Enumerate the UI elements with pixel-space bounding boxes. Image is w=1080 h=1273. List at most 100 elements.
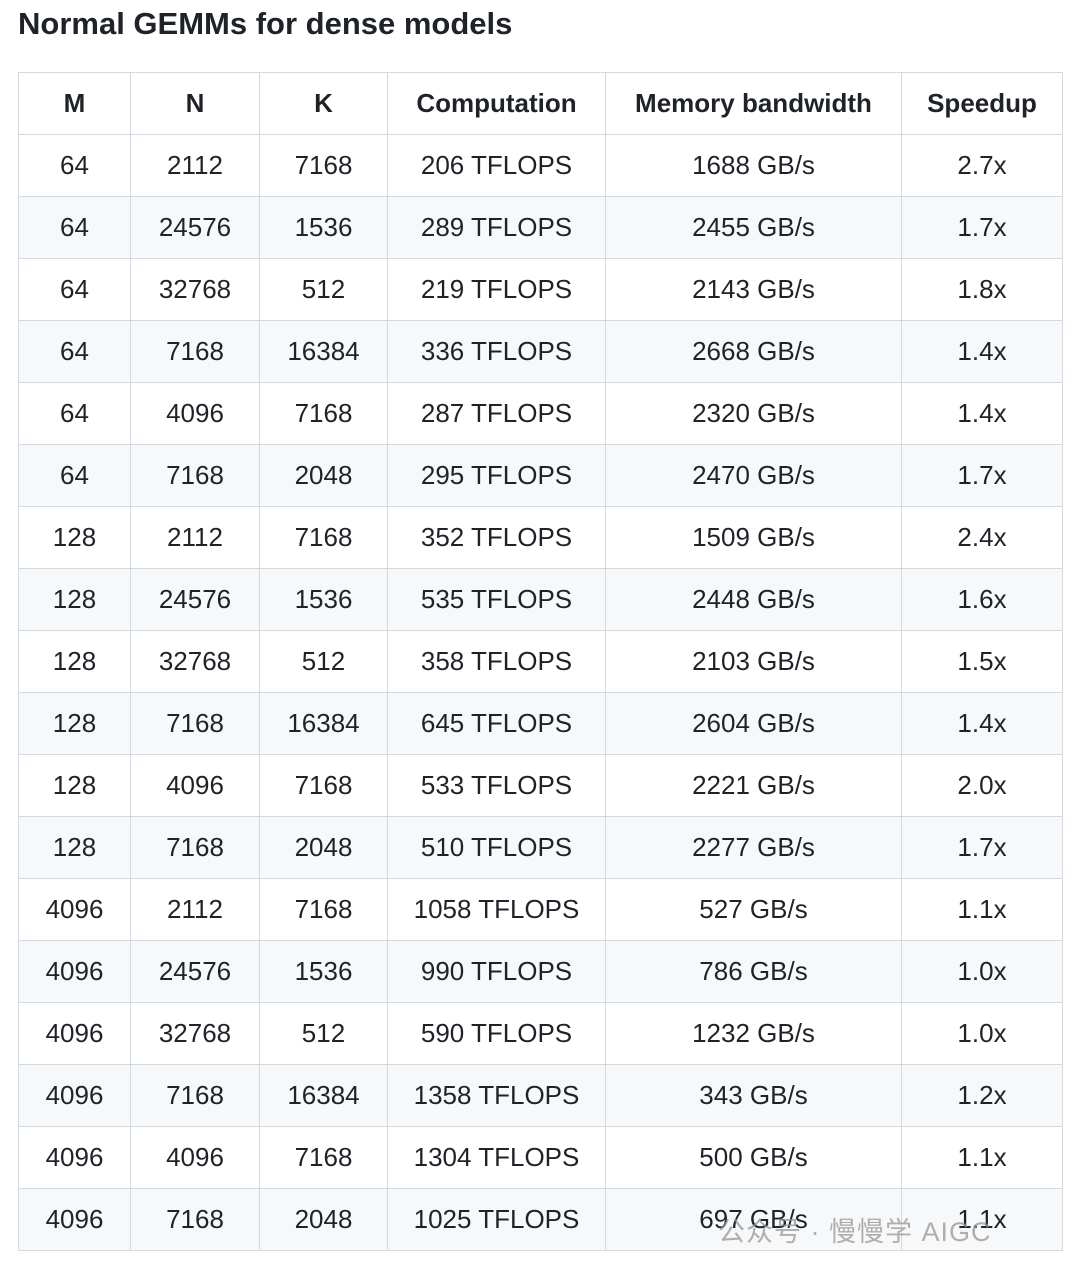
column-header: Computation: [387, 72, 606, 135]
table-cell: 2221 GB/s: [605, 754, 902, 817]
table-cell: 7168: [259, 134, 388, 197]
table-cell: 1.4x: [901, 320, 1063, 383]
table-cell: 512: [259, 630, 388, 693]
table-cell: 287 TFLOPS: [387, 382, 606, 445]
table-cell: 1232 GB/s: [605, 1002, 902, 1065]
table-row: 4096 24576 1536 990 TFLOPS 786 GB/s 1.0x: [18, 940, 1063, 1003]
table-cell: 990 TFLOPS: [387, 940, 606, 1003]
watermark: 公众号 · 慢慢学 AIGC: [718, 1217, 992, 1247]
table-cell: 1.7x: [901, 816, 1063, 879]
table-cell: 1.7x: [901, 196, 1063, 259]
table-cell: 128: [18, 506, 131, 569]
table-cell: 295 TFLOPS: [387, 444, 606, 507]
table-cell: 128: [18, 816, 131, 879]
table-cell: 7168: [259, 878, 388, 941]
table-row: 128 4096 7168 533 TFLOPS 2221 GB/s 2.0x: [18, 754, 1063, 817]
table-cell: 4096: [130, 382, 260, 445]
table-cell: 510 TFLOPS: [387, 816, 606, 879]
table-cell: 4096: [18, 1064, 131, 1127]
table-cell: 2604 GB/s: [605, 692, 902, 755]
table-cell: 2048: [259, 444, 388, 507]
table-row: 4096 32768 512 590 TFLOPS 1232 GB/s 1.0x: [18, 1002, 1063, 1065]
table-cell: 645 TFLOPS: [387, 692, 606, 755]
table-cell: 219 TFLOPS: [387, 258, 606, 321]
table-cell: 1.2x: [901, 1064, 1063, 1127]
table-row: 64 7168 16384 336 TFLOPS 2668 GB/s 1.4x: [18, 320, 1063, 383]
table-cell: 7168: [259, 754, 388, 817]
table-cell: 512: [259, 1002, 388, 1065]
table-cell: 16384: [259, 1064, 388, 1127]
table-cell: 1058 TFLOPS: [387, 878, 606, 941]
table-cell: 2112: [130, 506, 260, 569]
table-cell: 2455 GB/s: [605, 196, 902, 259]
table-cell: 128: [18, 754, 131, 817]
table-cell: 697 GB/s: [605, 1188, 902, 1251]
column-header: Memory bandwidth: [605, 72, 902, 135]
table-cell: 1.4x: [901, 692, 1063, 755]
table-cell: 7168: [130, 692, 260, 755]
table-cell: 1.5x: [901, 630, 1063, 693]
table-cell: 4096: [18, 1126, 131, 1189]
table-cell: 1536: [259, 568, 388, 631]
table-cell: 2112: [130, 878, 260, 941]
table-cell: 2103 GB/s: [605, 630, 902, 693]
table-cell: 7168: [259, 1126, 388, 1189]
table-row: 4096 2112 7168 1058 TFLOPS 527 GB/s 1.1x: [18, 878, 1063, 941]
table-cell: 4096: [18, 1002, 131, 1065]
table-cell: 1.0x: [901, 940, 1063, 1003]
table-cell: 2143 GB/s: [605, 258, 902, 321]
column-header: Speedup: [901, 72, 1063, 135]
table-cell: 7168: [259, 506, 388, 569]
table-cell: 4096: [130, 1126, 260, 1189]
table-cell: 533 TFLOPS: [387, 754, 606, 817]
table-cell: 1536: [259, 940, 388, 1003]
table-cell: 1509 GB/s: [605, 506, 902, 569]
table-cell: 64: [18, 196, 131, 259]
table-cell: 7168: [130, 320, 260, 383]
table-cell: 24576: [130, 196, 260, 259]
table-row: 64 7168 2048 295 TFLOPS 2470 GB/s 1.7x: [18, 444, 1063, 507]
table-row: 4096 4096 7168 1304 TFLOPS 500 GB/s 1.1x: [18, 1126, 1063, 1189]
table-cell: 64: [18, 320, 131, 383]
table-cell: 352 TFLOPS: [387, 506, 606, 569]
table-cell: 32768: [130, 1002, 260, 1065]
table-cell: 1358 TFLOPS: [387, 1064, 606, 1127]
table-cell: 24576: [130, 940, 260, 1003]
table-cell: 590 TFLOPS: [387, 1002, 606, 1065]
table-cell: 1.7x: [901, 444, 1063, 507]
table-cell: 7168: [130, 1188, 260, 1251]
table-cell: 64: [18, 382, 131, 445]
table: M N K Computation Memory bandwidth Speedup 64…: [18, 72, 1063, 1251]
table-cell: 4096: [18, 940, 131, 1003]
table-cell: 2.4x: [901, 506, 1063, 569]
table-cell: 1.1x: [901, 1188, 1063, 1251]
table-cell: 1688 GB/s: [605, 134, 902, 197]
table-cell: 2.0x: [901, 754, 1063, 817]
table-cell: 1536: [259, 196, 388, 259]
table-cell: 32768: [130, 258, 260, 321]
table-cell: 1.1x: [901, 878, 1063, 941]
table-row: 128 32768 512 358 TFLOPS 2103 GB/s 1.5x: [18, 630, 1063, 693]
table-row: 128 24576 1536 535 TFLOPS 2448 GB/s 1.6x: [18, 568, 1063, 631]
table-cell: 64: [18, 444, 131, 507]
table-cell: 2470 GB/s: [605, 444, 902, 507]
table-row: 64 4096 7168 287 TFLOPS 2320 GB/s 1.4x: [18, 382, 1063, 445]
table-cell: 1.6x: [901, 568, 1063, 631]
table-cell: 2112: [130, 134, 260, 197]
table-cell: 535 TFLOPS: [387, 568, 606, 631]
table-cell: 32768: [130, 630, 260, 693]
table-cell: 206 TFLOPS: [387, 134, 606, 197]
table-cell: 7168: [259, 382, 388, 445]
table-cell: 16384: [259, 320, 388, 383]
table-cell: 2448 GB/s: [605, 568, 902, 631]
table-row: 128 7168 2048 510 TFLOPS 2277 GB/s 1.7x: [18, 816, 1063, 879]
table-cell: 7168: [130, 816, 260, 879]
table-cell: 1.1x: [901, 1126, 1063, 1189]
table-row: 4096 7168 16384 1358 TFLOPS 343 GB/s 1.2x: [18, 1064, 1063, 1127]
table-cell: 2277 GB/s: [605, 816, 902, 879]
table-row: 4096 7168 2048 1025 TFLOPS 697 GB/s 1.1x: [18, 1188, 1063, 1251]
table-row: 128 2112 7168 352 TFLOPS 1509 GB/s 2.4x: [18, 506, 1063, 569]
table-cell: 358 TFLOPS: [387, 630, 606, 693]
table-cell: 2048: [259, 1188, 388, 1251]
